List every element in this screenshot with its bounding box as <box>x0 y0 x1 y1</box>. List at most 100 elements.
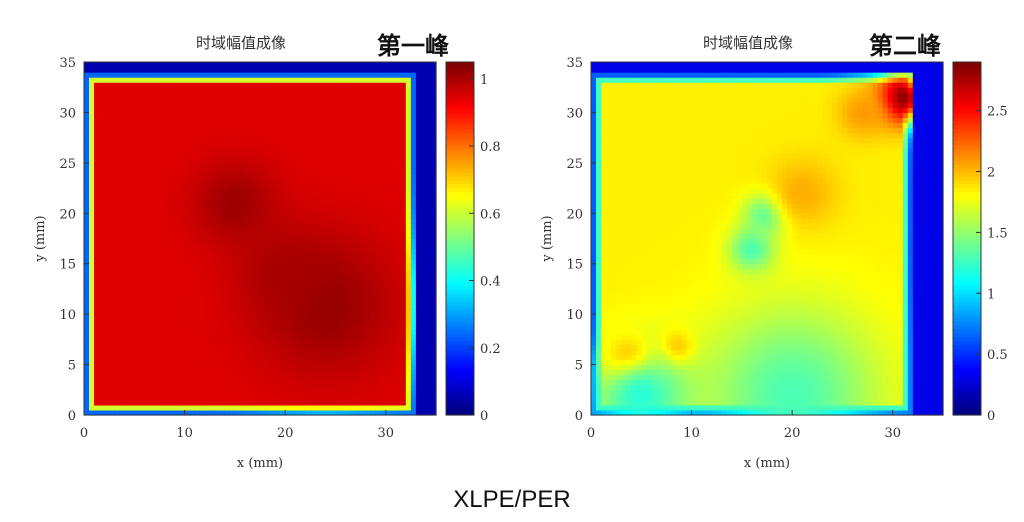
heatmap-cell <box>290 62 296 68</box>
heatmap-cell <box>229 218 236 224</box>
heatmap-cell <box>239 339 246 345</box>
heatmap-cell <box>370 304 377 310</box>
heatmap-cell <box>219 389 226 396</box>
heatmap-cell <box>375 72 382 78</box>
heatmap-cell <box>159 369 166 376</box>
heatmap-cell <box>99 334 105 340</box>
heatmap-cell <box>345 157 352 164</box>
heatmap-cell <box>149 299 155 305</box>
heatmap-cell <box>395 344 402 351</box>
heatmap-cell <box>360 369 367 376</box>
heatmap-cell <box>265 248 271 255</box>
heatmap-cell <box>320 263 326 270</box>
heatmap-cell <box>410 253 417 260</box>
heatmap-cell <box>164 203 171 209</box>
heatmap-cell <box>390 349 397 356</box>
heatmap-cell <box>405 183 412 189</box>
heatmap-cell <box>99 399 105 406</box>
heatmap-cell <box>184 87 191 93</box>
heatmap-cell <box>265 82 271 88</box>
heatmap-cell <box>214 409 221 416</box>
heatmap-cell <box>330 409 337 416</box>
heatmap-cell <box>239 258 246 265</box>
heatmap-cell <box>214 399 221 406</box>
heatmap-cell <box>305 258 311 265</box>
heatmap-cell <box>280 248 286 255</box>
heatmap-cell <box>290 278 296 285</box>
heatmap-cell <box>325 293 331 300</box>
heatmap-cell <box>260 117 266 124</box>
heatmap-cell <box>325 404 331 411</box>
heatmap-cell <box>149 147 155 154</box>
heatmap-cell <box>204 304 211 310</box>
colorbar-segment <box>446 320 474 326</box>
heatmap-cell <box>124 172 130 179</box>
heatmap-cell <box>214 304 221 310</box>
heatmap-cell <box>204 193 211 199</box>
heatmap-cell <box>305 389 311 396</box>
heatmap-cell <box>164 364 171 371</box>
heatmap-cell <box>405 198 412 204</box>
heatmap-cell <box>109 369 115 376</box>
heatmap-cell <box>104 374 110 381</box>
heatmap-cell <box>254 132 261 139</box>
heatmap-cell <box>94 334 100 340</box>
heatmap-cell <box>164 243 171 250</box>
heatmap-cell <box>425 243 432 250</box>
heatmap-cell <box>244 314 251 320</box>
heatmap-cell <box>244 72 251 78</box>
heatmap-cell <box>260 233 266 240</box>
heatmap-cell <box>415 127 422 134</box>
heatmap-cell <box>169 409 176 416</box>
heatmap-cell <box>154 268 161 275</box>
heatmap-cell <box>89 117 95 124</box>
heatmap-cell <box>260 147 266 154</box>
heatmap-cell <box>365 92 372 98</box>
heatmap-cell <box>415 283 422 290</box>
heatmap-cell <box>134 167 140 174</box>
heatmap-cell <box>400 92 407 98</box>
heatmap-cell <box>204 243 211 250</box>
heatmap-cell <box>335 122 342 129</box>
heatmap-cell <box>360 87 367 93</box>
heatmap-cell <box>244 233 251 240</box>
heatmap-cell <box>415 268 422 275</box>
heatmap-cell <box>345 142 352 149</box>
heatmap-cell <box>199 354 206 361</box>
heatmap-cell <box>430 233 437 240</box>
heatmap-cell <box>385 248 392 255</box>
heatmap-cell <box>430 309 437 315</box>
heatmap-cell <box>315 172 321 179</box>
heatmap-cell <box>350 82 357 88</box>
heatmap-cell <box>375 198 382 204</box>
heatmap-cell <box>400 147 407 154</box>
heatmap-cell <box>244 389 251 396</box>
heatmap-cell <box>320 107 326 114</box>
heatmap-cell <box>214 102 221 108</box>
heatmap-cell <box>149 379 155 386</box>
heatmap-cell <box>214 288 221 295</box>
heatmap-cell <box>109 62 115 68</box>
heatmap-cell <box>99 369 105 376</box>
heatmap-cell <box>405 223 412 230</box>
heatmap-cell <box>310 157 316 164</box>
heatmap-cell <box>300 339 306 345</box>
heatmap-cell <box>179 404 186 411</box>
heatmap-cell <box>244 359 251 366</box>
heatmap-cell <box>224 193 231 199</box>
heatmap-cell <box>320 319 326 325</box>
heatmap-cell <box>420 349 427 356</box>
heatmap-cell <box>129 299 135 305</box>
heatmap-cell <box>405 82 412 88</box>
heatmap-cell <box>355 127 362 134</box>
heatmap-cell <box>420 172 427 179</box>
heatmap-cell <box>270 304 276 310</box>
heatmap-cell <box>214 384 221 391</box>
heatmap-cell <box>370 273 377 280</box>
heatmap-cell <box>209 203 216 209</box>
heatmap-cell <box>280 147 286 154</box>
heatmap-cell <box>430 238 437 245</box>
heatmap-cell <box>224 188 231 194</box>
heatmap-cell <box>174 299 181 305</box>
heatmap-cell <box>129 329 135 335</box>
